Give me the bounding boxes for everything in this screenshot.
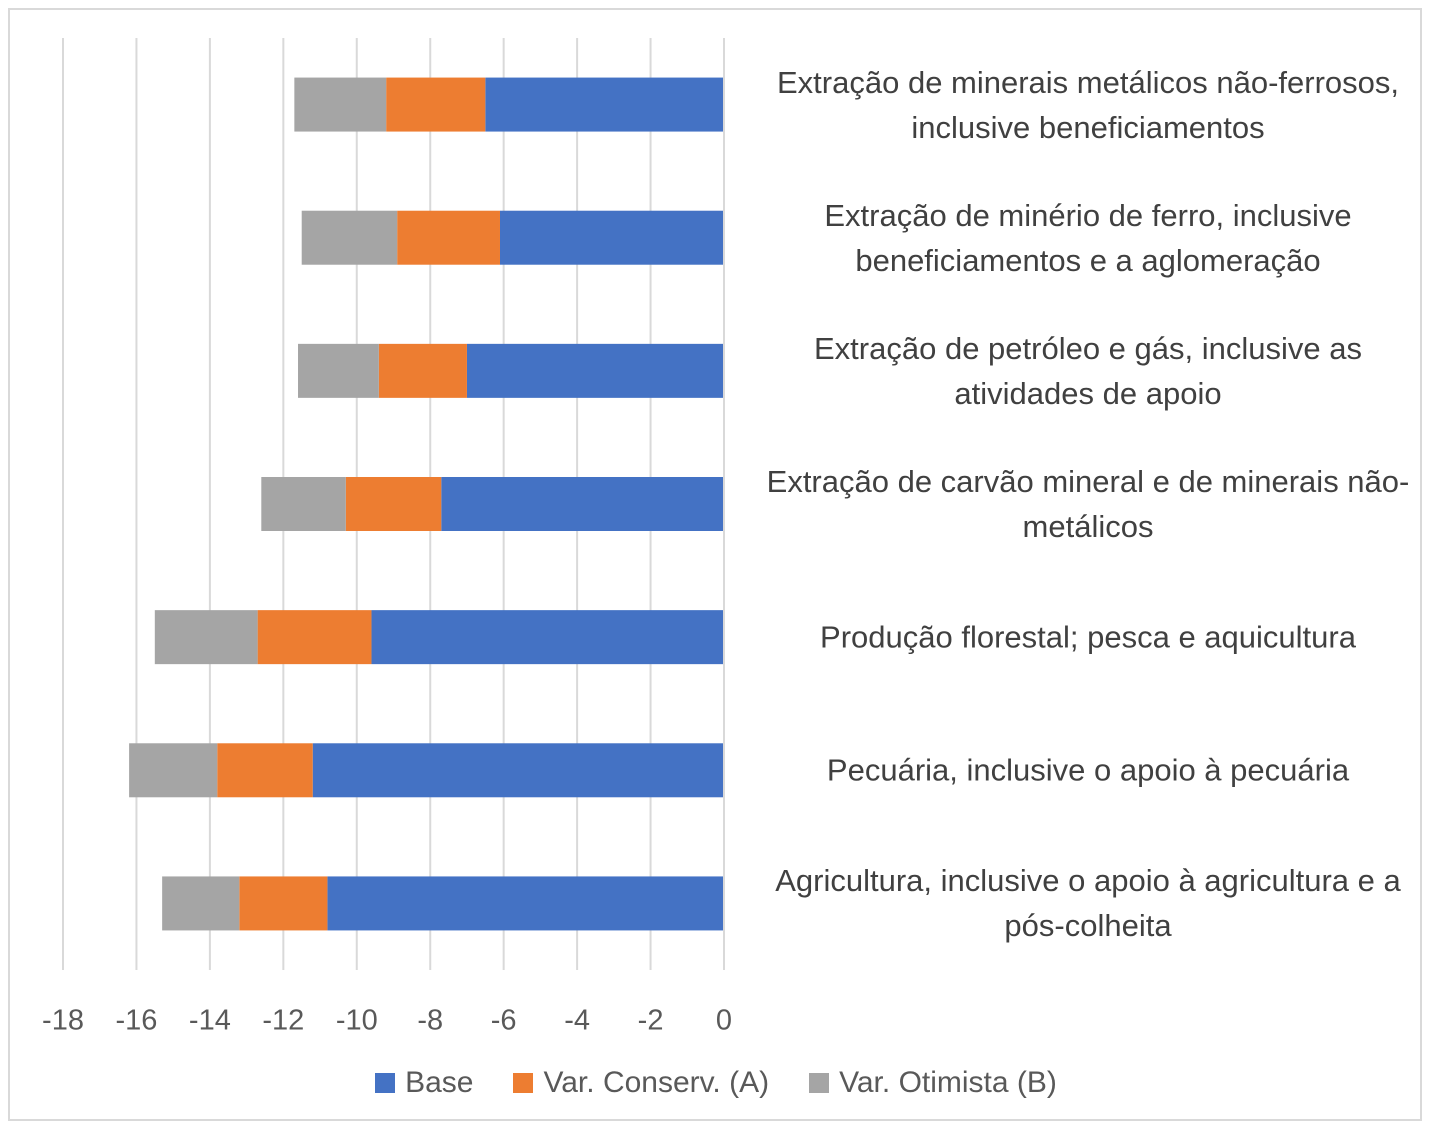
legend-swatch [513, 1073, 534, 1093]
bar-segment [154, 610, 258, 665]
category-label: Pecuária, inclusive o apoio à pecuária [826, 752, 1350, 788]
bar-segment [466, 343, 724, 398]
bar-segment [485, 77, 724, 132]
legend-swatch [375, 1073, 396, 1093]
bar-segment [162, 876, 240, 931]
bar-segment [129, 743, 218, 798]
x-tick-label: -2 [638, 1005, 664, 1037]
category-label: Extração de carvão mineral e de minerais… [766, 464, 1410, 544]
legend-swatch [809, 1073, 830, 1093]
x-tick-label: -16 [115, 1005, 157, 1037]
bar-segment [239, 876, 328, 931]
category-label: Extração de minério de ferro, inclusive … [824, 197, 1352, 278]
category-label: Extração de minerais metálicos não-ferro… [777, 64, 1399, 145]
x-tick-label: -10 [336, 1005, 378, 1037]
bar-segment [257, 610, 372, 665]
bar-segment [294, 77, 387, 132]
chart-frame [8, 8, 1422, 1121]
x-tick-label: -18 [42, 1005, 84, 1037]
bar-segment [397, 210, 500, 265]
x-tick-label: -14 [189, 1005, 231, 1037]
bar-segment [378, 343, 467, 398]
bar-segment [261, 477, 346, 531]
x-tick-label: 0 [716, 1005, 732, 1037]
legend: Base Var. Conserv. (A) Var. Otimista (B) [0, 1066, 1432, 1100]
x-tick-label: -6 [491, 1005, 517, 1037]
x-tick-label: -12 [262, 1005, 304, 1037]
bar-segment [327, 876, 724, 931]
legend-label: Var. Conserv. (A) [543, 1066, 770, 1099]
legend-item: Base [375, 1066, 473, 1100]
bar-segment [301, 210, 398, 265]
category-label: Extração de petróleo e gás, inclusive as… [814, 330, 1362, 411]
legend-item: Var. Conserv. (A) [513, 1066, 769, 1100]
legend-item: Var. Otimista (B) [809, 1066, 1057, 1100]
bar-segment [298, 343, 379, 398]
bar-segment [217, 743, 313, 798]
x-tick-label: -8 [417, 1005, 443, 1037]
bar-segment [371, 610, 724, 665]
bar-segment [441, 477, 724, 531]
category-label: Agricultura, inclusive o apoio à agricul… [775, 863, 1401, 944]
bar-segment [312, 743, 724, 798]
legend-label: Var. Otimista (B) [839, 1066, 1057, 1099]
bar-segment [386, 77, 486, 132]
category-label: Produção florestal; pesca e aquicultura [820, 619, 1356, 655]
x-tick-label: -4 [564, 1005, 590, 1037]
legend-label: Base [405, 1066, 474, 1099]
bar-segment [499, 210, 724, 265]
bar-segment [345, 477, 442, 531]
